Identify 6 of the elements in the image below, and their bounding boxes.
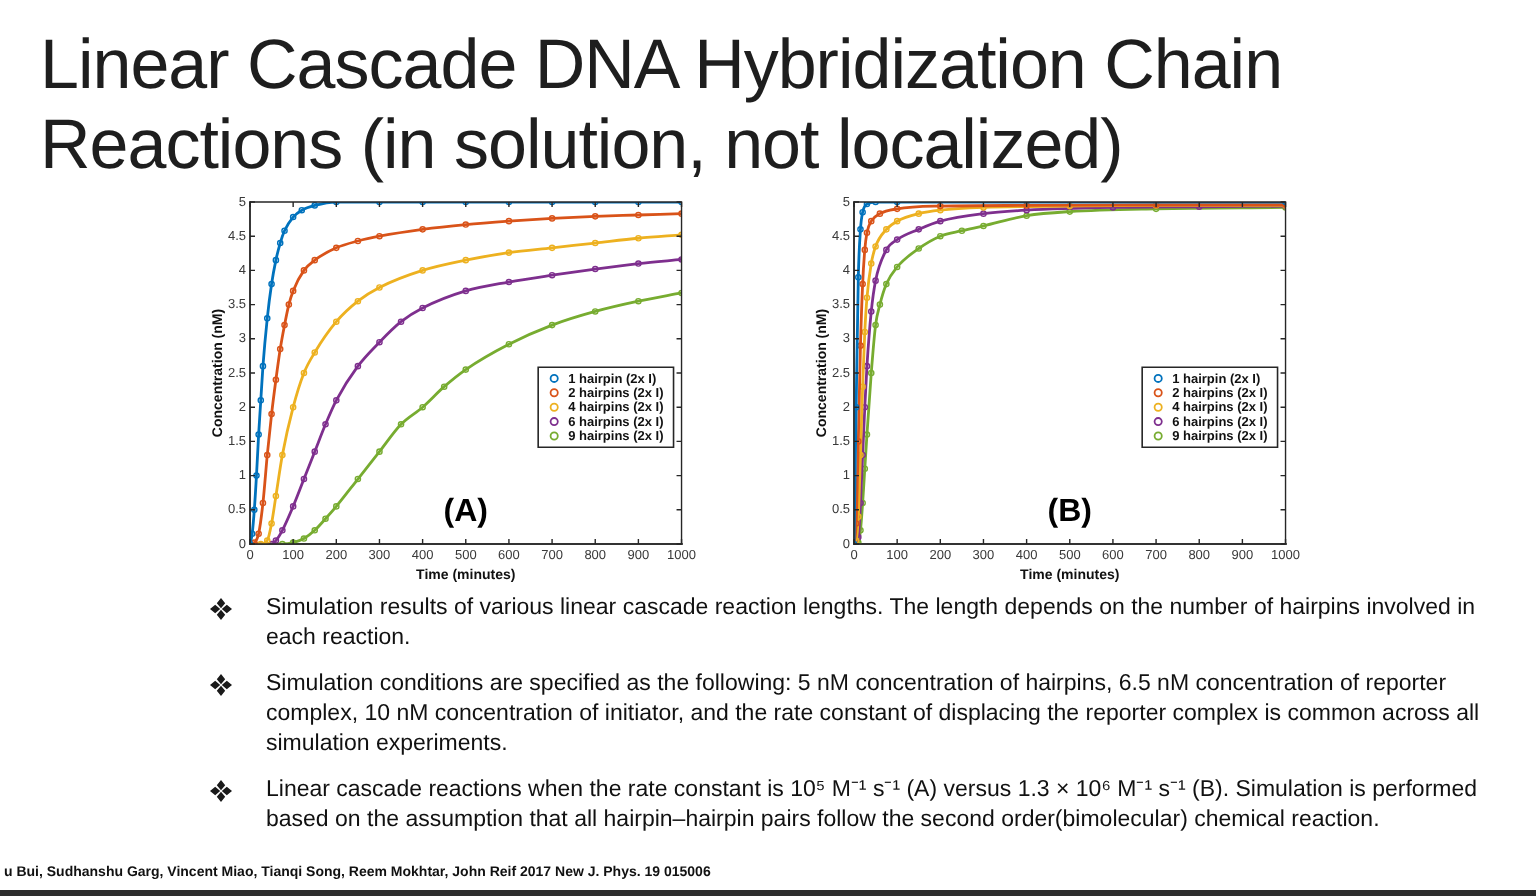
- annotation: (A): [443, 494, 488, 529]
- annotation: (B): [1047, 494, 1092, 529]
- text: Simulation conditions are specified as the following: 5 nM concentration of hairpins, 6.5 nM concentration of reporter complex, 10 nM concentration of initiator, and the rate constant of displacing the reporter complex is common across all simulation experiments.: [266, 672, 1480, 756]
- text: Linear Cascade DNA Hybridization Chain Reactions (in solution, not localized): [40, 26, 1285, 186]
- text: Linear cascade reactions when the rate constant is 10⁵ M⁻¹ s⁻¹ (A) versus 1.3 × 10⁶ M⁻¹ s⁻¹ (B). Simulation is performed based on the assumption that all hairpin–hairpin pairs follow the second order(bimolecular) chemical reaction.: [266, 778, 1478, 832]
- text: Simulation results of various linear cascade reaction lengths. The length depends on the number of hairpins involved in each reaction.: [266, 596, 1476, 650]
